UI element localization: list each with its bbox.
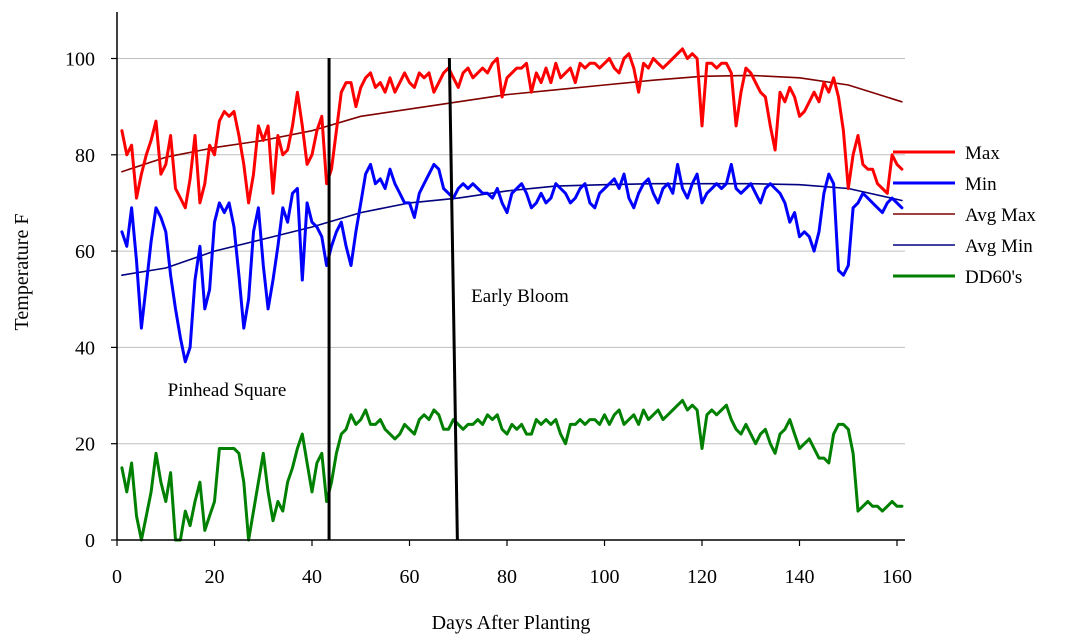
x-tick-label: 0: [112, 566, 122, 588]
legend-label-dd60-s: DD60's: [965, 267, 1022, 288]
x-tick-label: 120: [687, 566, 717, 588]
x-tick-label: 40: [302, 566, 322, 588]
x-axis-title: Days After Planting: [432, 612, 591, 634]
x-tick-label: 160: [882, 566, 912, 588]
series-line-dd60-s: [122, 400, 902, 540]
axes: [111, 12, 905, 546]
y-tick-label: 100: [65, 49, 95, 71]
legend-label-avg-min: Avg Min: [965, 236, 1033, 257]
y-tick-label: 80: [75, 145, 95, 167]
y-tick-label: 40: [75, 337, 95, 359]
series-line-avg-max: [122, 75, 902, 171]
y-tick-label: 60: [75, 241, 95, 263]
legend-label-avg-max: Avg Max: [965, 205, 1036, 226]
y-axis-title: Temperature F: [11, 214, 33, 331]
annotation-early-bloom: Early Bloom: [471, 286, 569, 307]
y-tick-label: 0: [85, 530, 95, 552]
x-tick-label: 60: [400, 566, 420, 588]
legend-label-max: Max: [965, 143, 1000, 164]
legend-label-min: Min: [965, 174, 997, 195]
x-tick-label: 100: [590, 566, 620, 588]
y-tick-label: 20: [75, 434, 95, 456]
legend: Max Min Avg Max Avg Min DD60's: [893, 143, 1036, 288]
x-tick-label: 20: [205, 566, 225, 588]
series-line-min: [122, 164, 902, 361]
annotation-pinhead-square: Pinhead Square: [168, 380, 287, 401]
stage-markers: [329, 58, 457, 540]
x-tick-label: 140: [785, 566, 815, 588]
x-tick-label: 80: [497, 566, 517, 588]
marker-line-early-bloom: [449, 58, 457, 540]
